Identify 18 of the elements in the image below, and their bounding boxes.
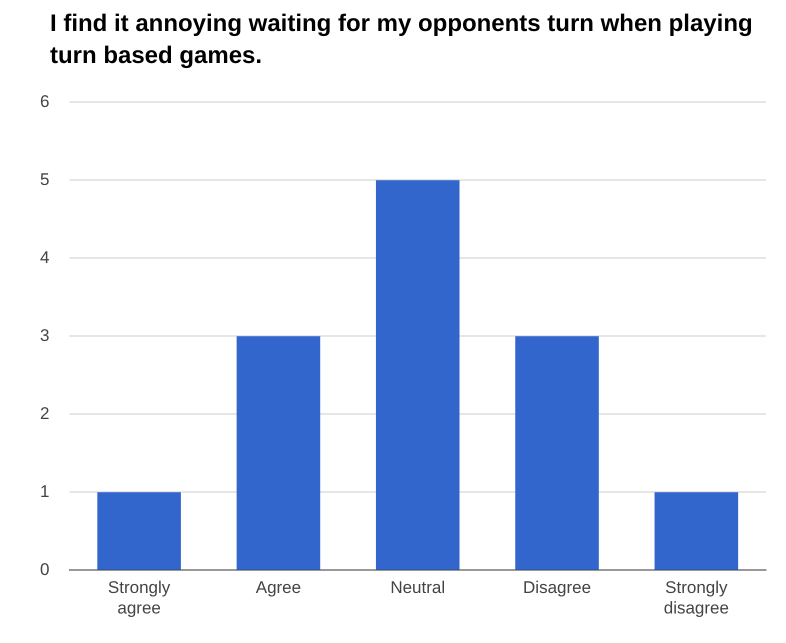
y-tick-label: 3	[40, 326, 50, 345]
y-tick-label: 5	[40, 170, 50, 189]
y-tick-label: 1	[40, 482, 50, 501]
y-tick-label: 6	[40, 92, 50, 111]
bar	[97, 492, 181, 570]
bar	[515, 336, 599, 570]
y-tick-label: 2	[40, 404, 50, 423]
bar	[236, 336, 320, 570]
x-tick-label: Disagree	[523, 578, 592, 598]
bar	[654, 492, 738, 570]
y-tick-label: 0	[40, 560, 50, 579]
y-tick-label: 4	[40, 248, 50, 267]
x-tick-label: Strongly disagree	[664, 578, 729, 618]
x-tick-label: Neutral	[390, 578, 446, 598]
bar	[376, 180, 460, 570]
x-tick-label: Agree	[256, 578, 302, 598]
chart-title: I find it annoying waiting for my opponents turn when playing turn based games.	[49, 9, 754, 71]
x-tick-label: Strongly agree	[108, 578, 171, 618]
